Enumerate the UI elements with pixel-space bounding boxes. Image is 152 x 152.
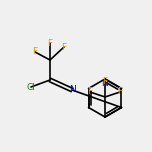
Text: F: F bbox=[87, 88, 93, 97]
Text: F: F bbox=[61, 43, 67, 52]
Text: Cl: Cl bbox=[27, 83, 35, 92]
Text: F: F bbox=[117, 88, 123, 97]
Text: F: F bbox=[102, 76, 108, 85]
Text: N: N bbox=[69, 85, 75, 95]
Text: F: F bbox=[47, 38, 53, 47]
Text: N: N bbox=[102, 78, 108, 88]
Text: F: F bbox=[32, 47, 38, 57]
